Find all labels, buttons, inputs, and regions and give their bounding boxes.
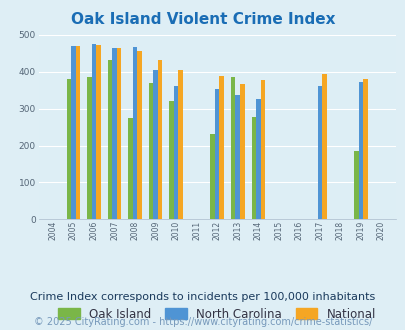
Bar bbox=[169, 101, 173, 219]
Text: Crime Index corresponds to incidents per 100,000 inhabitants: Crime Index corresponds to incidents per… bbox=[30, 292, 375, 302]
Bar bbox=[76, 46, 80, 219]
Bar bbox=[173, 86, 178, 219]
Bar bbox=[321, 74, 326, 219]
Bar bbox=[210, 134, 214, 219]
Bar bbox=[128, 118, 132, 219]
Bar bbox=[117, 48, 121, 219]
Bar bbox=[214, 89, 219, 219]
Text: Oak Island Violent Crime Index: Oak Island Violent Crime Index bbox=[70, 12, 335, 26]
Bar bbox=[230, 77, 235, 219]
Bar bbox=[137, 51, 141, 219]
Bar bbox=[178, 70, 183, 219]
Bar bbox=[66, 79, 71, 219]
Bar bbox=[149, 83, 153, 219]
Bar bbox=[235, 95, 239, 219]
Bar bbox=[239, 84, 244, 219]
Bar bbox=[71, 46, 76, 219]
Bar bbox=[362, 80, 367, 219]
Bar bbox=[107, 60, 112, 219]
Bar bbox=[96, 45, 100, 219]
Bar bbox=[112, 48, 117, 219]
Bar bbox=[158, 60, 162, 219]
Bar bbox=[132, 47, 137, 219]
Bar bbox=[87, 77, 92, 219]
Bar bbox=[92, 44, 96, 219]
Bar bbox=[256, 99, 260, 219]
Bar bbox=[358, 82, 362, 219]
Text: © 2025 CityRating.com - https://www.cityrating.com/crime-statistics/: © 2025 CityRating.com - https://www.city… bbox=[34, 317, 371, 327]
Bar bbox=[317, 86, 321, 219]
Bar bbox=[251, 117, 256, 219]
Bar bbox=[353, 151, 358, 219]
Bar bbox=[260, 80, 264, 219]
Bar bbox=[219, 77, 224, 219]
Legend: Oak Island, North Carolina, National: Oak Island, North Carolina, National bbox=[53, 303, 380, 325]
Bar bbox=[153, 70, 158, 219]
